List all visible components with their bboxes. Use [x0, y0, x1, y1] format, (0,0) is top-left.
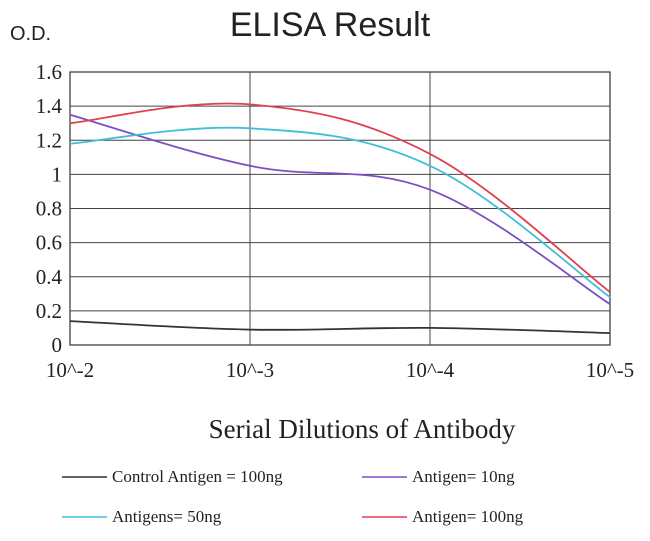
legend-entry: Antigen= 100ng	[412, 507, 524, 526]
x-tick-label: 10^-2	[46, 358, 94, 382]
chart-title: ELISA Result	[230, 6, 431, 44]
legend-entry: Antigens= 50ng	[112, 507, 222, 526]
y-tick-labels: 0 0.2 0.4 0.6 0.8 1 1.2 1.4 1.6	[36, 60, 63, 357]
y-tick-label: 1.6	[36, 60, 62, 84]
x-tick-label: 10^-3	[226, 358, 274, 382]
series-line-2	[69, 126, 611, 298]
y-axis-label: O.D.	[10, 23, 51, 45]
series-line-3	[69, 102, 611, 293]
legend-entry: Antigen= 10ng	[412, 467, 515, 486]
series-line-1	[69, 113, 611, 305]
x-axis-label: Serial Dilutions of Antibody	[209, 414, 516, 444]
y-tick-label: 0	[52, 333, 63, 357]
x-tick-label: 10^-4	[406, 358, 455, 382]
series-lines	[69, 102, 611, 334]
x-tick-label: 10^-5	[586, 358, 634, 382]
series-line-0	[69, 320, 611, 334]
y-tick-label: 1	[52, 162, 63, 186]
x-tick-labels: 10^-2 10^-3 10^-4 10^-5	[46, 358, 634, 382]
y-tick-label: 0.4	[36, 265, 63, 289]
y-tick-label: 1.2	[36, 128, 62, 152]
y-tick-label: 0.6	[36, 231, 62, 255]
y-tick-label: 1.4	[36, 94, 63, 118]
legend-entry: Control Antigen = 100ng	[112, 467, 283, 486]
y-tick-label: 0.8	[36, 197, 62, 221]
grid-lines	[70, 72, 610, 345]
legend: Control Antigen = 100ng Antigen= 10ng Anti…	[62, 467, 524, 526]
y-tick-label: 0.2	[36, 299, 62, 323]
